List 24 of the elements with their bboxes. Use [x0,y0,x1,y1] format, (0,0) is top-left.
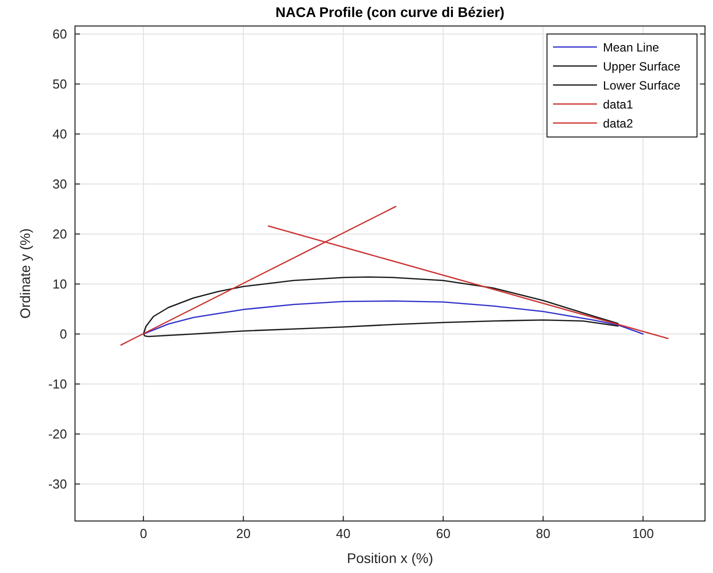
legend-label: data2 [603,116,634,130]
x-tick-label: 80 [536,526,550,541]
chart-title: NACA Profile (con curve di Bézier) [276,4,504,20]
y-tick-label: 20 [52,226,67,242]
x-tick-label: 100 [632,526,654,541]
x-tick-label: 20 [236,526,251,541]
legend-label: Upper Surface [603,60,681,74]
y-tick-label: 0 [60,326,67,342]
y-tick-label: -10 [48,376,67,392]
legend-label: Lower Surface [603,78,681,92]
y-tick-label: -30 [48,476,67,492]
x-tick-label: 0 [140,526,148,541]
x-tick-label: 40 [336,526,351,541]
y-tick-label: 50 [52,76,67,92]
legend-label: data1 [603,98,634,112]
y-axis-title: Ordinate y (%) [17,228,33,319]
y-tick-label: -20 [48,426,67,442]
y-tick-label: 10 [52,276,67,292]
x-tick-label: 60 [436,526,450,541]
x-axis-title: Position x (%) [346,550,434,566]
y-tick-label: 30 [52,176,67,192]
y-tick-label: 40 [52,126,67,142]
legend-label: Mean Line [603,40,660,54]
y-tick-label: 60 [52,26,67,42]
